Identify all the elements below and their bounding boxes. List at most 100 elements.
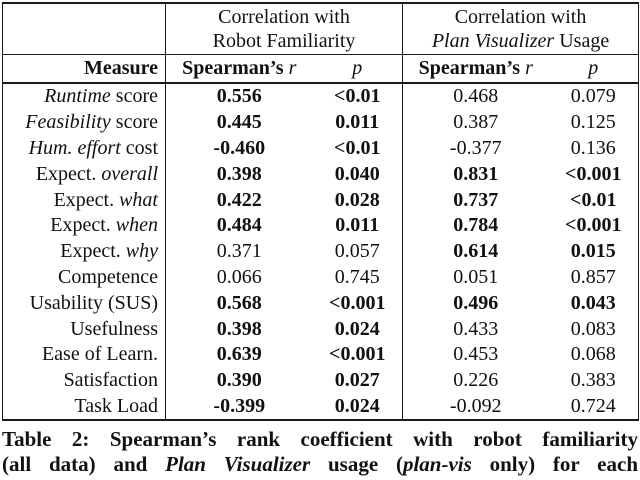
spearman-label: Spearman’s — [418, 57, 521, 79]
group-header-row: Correlation with Robot Familiarity Corre… — [2, 3, 639, 55]
value-cell: 0.066 — [165, 264, 313, 291]
group-header-line1: Correlation with — [218, 6, 350, 28]
value-cell: 0.390 — [165, 367, 313, 394]
value-cell: 0.387 — [402, 109, 549, 136]
value-cell: <0.01 — [334, 85, 381, 108]
value-cell: 0.028 — [334, 188, 380, 211]
text-segment: Usage — [554, 30, 610, 52]
value-cell: <0.01 — [570, 188, 617, 211]
italic-text-segment: why — [125, 240, 158, 263]
table-row: Hum. effort cost -0.460 <0.01 -0.377 0.136 — [3, 135, 639, 162]
text-segment: Ease of Learn. — [41, 343, 158, 366]
value-cell: 0.011 — [335, 214, 380, 237]
value-cell: 0.398 — [165, 316, 313, 342]
value-cell: 0.433 — [402, 316, 549, 342]
italic-text-segment: overall — [101, 162, 158, 185]
measure-cell: Satisfaction — [3, 368, 166, 394]
value-cell: 0.639 — [165, 341, 313, 368]
value-cell: 0.226 — [402, 367, 549, 394]
p-symbol: p — [352, 57, 363, 79]
value-cell: 0.556 — [165, 83, 313, 110]
measure-cell: Task Load — [3, 394, 166, 421]
value-cell: 0.043 — [570, 291, 616, 314]
measure-cell: Runtime score — [3, 83, 166, 110]
table-row: Expect. overall 0.398 0.040 0.831 <0.001 — [3, 161, 639, 188]
value-cell: 0.831 — [402, 161, 549, 188]
measure-cell: Expect. what — [3, 187, 166, 213]
value-cell: 0.496 — [402, 290, 549, 317]
text-segment: (all data) and — [2, 452, 166, 477]
table-row: Competence 0.066 0.745 0.051 0.857 — [3, 264, 639, 291]
value-cell: 0.015 — [570, 240, 616, 263]
r-symbol: r — [525, 57, 533, 79]
value-cell: -0.399 — [165, 393, 313, 421]
table-header: Correlation with Robot Familiarity Corre… — [2, 3, 639, 84]
group-header-line2: Robot Familiarity — [167, 29, 403, 53]
value-cell: 0.398 — [165, 161, 313, 188]
measure-cell: Usefulness — [3, 316, 166, 342]
r-symbol: r — [288, 57, 297, 79]
column-header-p-familiarity: p — [312, 54, 403, 84]
table-row: Runtime score 0.556 <0.01 0.468 0.079 — [3, 83, 639, 110]
value-cell: 0.371 — [165, 238, 313, 265]
text-segment: Robot Familiarity — [212, 30, 356, 52]
value-cell: 0.745 — [334, 265, 380, 288]
value-cell: 0.445 — [165, 109, 313, 136]
value-cell: 0.027 — [334, 369, 380, 392]
measure-cell: Ease of Learn. — [3, 342, 166, 368]
measure-cell: Expect. overall — [3, 161, 166, 187]
value-cell: 0.468 — [402, 83, 549, 110]
italic-text-segment: what — [119, 188, 158, 211]
empty-corner-cell — [2, 3, 166, 55]
table-row: Satisfaction 0.390 0.027 0.226 0.383 — [3, 367, 639, 394]
table-row: Expect. when 0.484 0.011 0.784 <0.001 — [3, 212, 639, 239]
value-cell: 0.068 — [570, 343, 616, 366]
text-segment: Competence — [58, 265, 158, 288]
measure-cell: Expect. why — [3, 239, 166, 265]
table-body: Runtime score 0.556 <0.01 0.468 0.079 Feasibi… — [3, 83, 639, 421]
value-cell: 0.484 — [165, 212, 313, 239]
italic-text-segment: Feasibility — [25, 111, 111, 134]
value-cell: <0.001 — [329, 343, 386, 366]
value-cell: -0.377 — [402, 135, 549, 162]
italic-text-segment: Hum. effort — [28, 136, 121, 159]
value-cell: -0.092 — [402, 393, 549, 421]
text-segment: usage ( — [310, 452, 403, 477]
table-caption: Table 2: Spearman’s rank coefficient wit… — [2, 427, 638, 477]
text-segment: Expect. — [35, 162, 102, 185]
caption-line: (all data) and Plan Visualizer usage (pl… — [2, 452, 638, 477]
group-header-line1: Correlation with — [454, 6, 587, 28]
measure-cell: Usability (SUS) — [3, 290, 166, 316]
measure-cell: Competence — [3, 265, 166, 291]
text-segment: score — [110, 85, 158, 108]
text-segment: cost — [120, 136, 158, 159]
value-cell: <0.001 — [565, 162, 622, 185]
value-cell: 0.614 — [402, 238, 549, 265]
table-row: Usefulness 0.398 0.024 0.433 0.083 — [3, 316, 639, 342]
value-cell: 0.024 — [334, 317, 380, 340]
table-row: Task Load -0.399 0.024 -0.092 0.724 — [3, 393, 639, 421]
spearman-label: Spearman’s — [182, 57, 284, 79]
value-cell: 0.024 — [334, 394, 380, 417]
text-segment: Usability (SUS) — [29, 291, 158, 314]
italic-text-segment: when — [115, 214, 158, 237]
table-row: Expect. what 0.422 0.028 0.737 <0.01 — [3, 187, 639, 213]
value-cell: 0.083 — [570, 317, 616, 340]
text-segment: Expect. — [60, 240, 126, 263]
measure-cell: Feasibility score — [3, 110, 166, 136]
group-header-robot-familiarity: Correlation with Robot Familiarity — [165, 3, 403, 55]
value-cell: 0.136 — [570, 136, 616, 159]
italic-text-segment: Plan Visualizer — [431, 30, 555, 52]
group-header-line2: Plan Visualizer Usage — [404, 29, 639, 53]
column-header-spearmans-r-planvis: Spearman’s r — [402, 54, 549, 84]
group-header-plan-visualizer-usage: Correlation with Plan Visualizer Usage — [401, 3, 639, 55]
italic-text-segment: Runtime — [44, 85, 111, 108]
caption-line: Table 2: Spearman’s rank coefficient wit… — [2, 427, 638, 452]
value-cell: 0.784 — [402, 212, 549, 239]
value-cell: <0.001 — [565, 214, 622, 237]
value-cell: 0.057 — [334, 240, 380, 263]
value-cell: 0.422 — [165, 187, 313, 213]
value-cell: <0.01 — [334, 136, 381, 159]
value-cell: 0.125 — [570, 111, 616, 134]
table-row: Expect. why 0.371 0.057 0.614 0.015 — [3, 238, 639, 265]
